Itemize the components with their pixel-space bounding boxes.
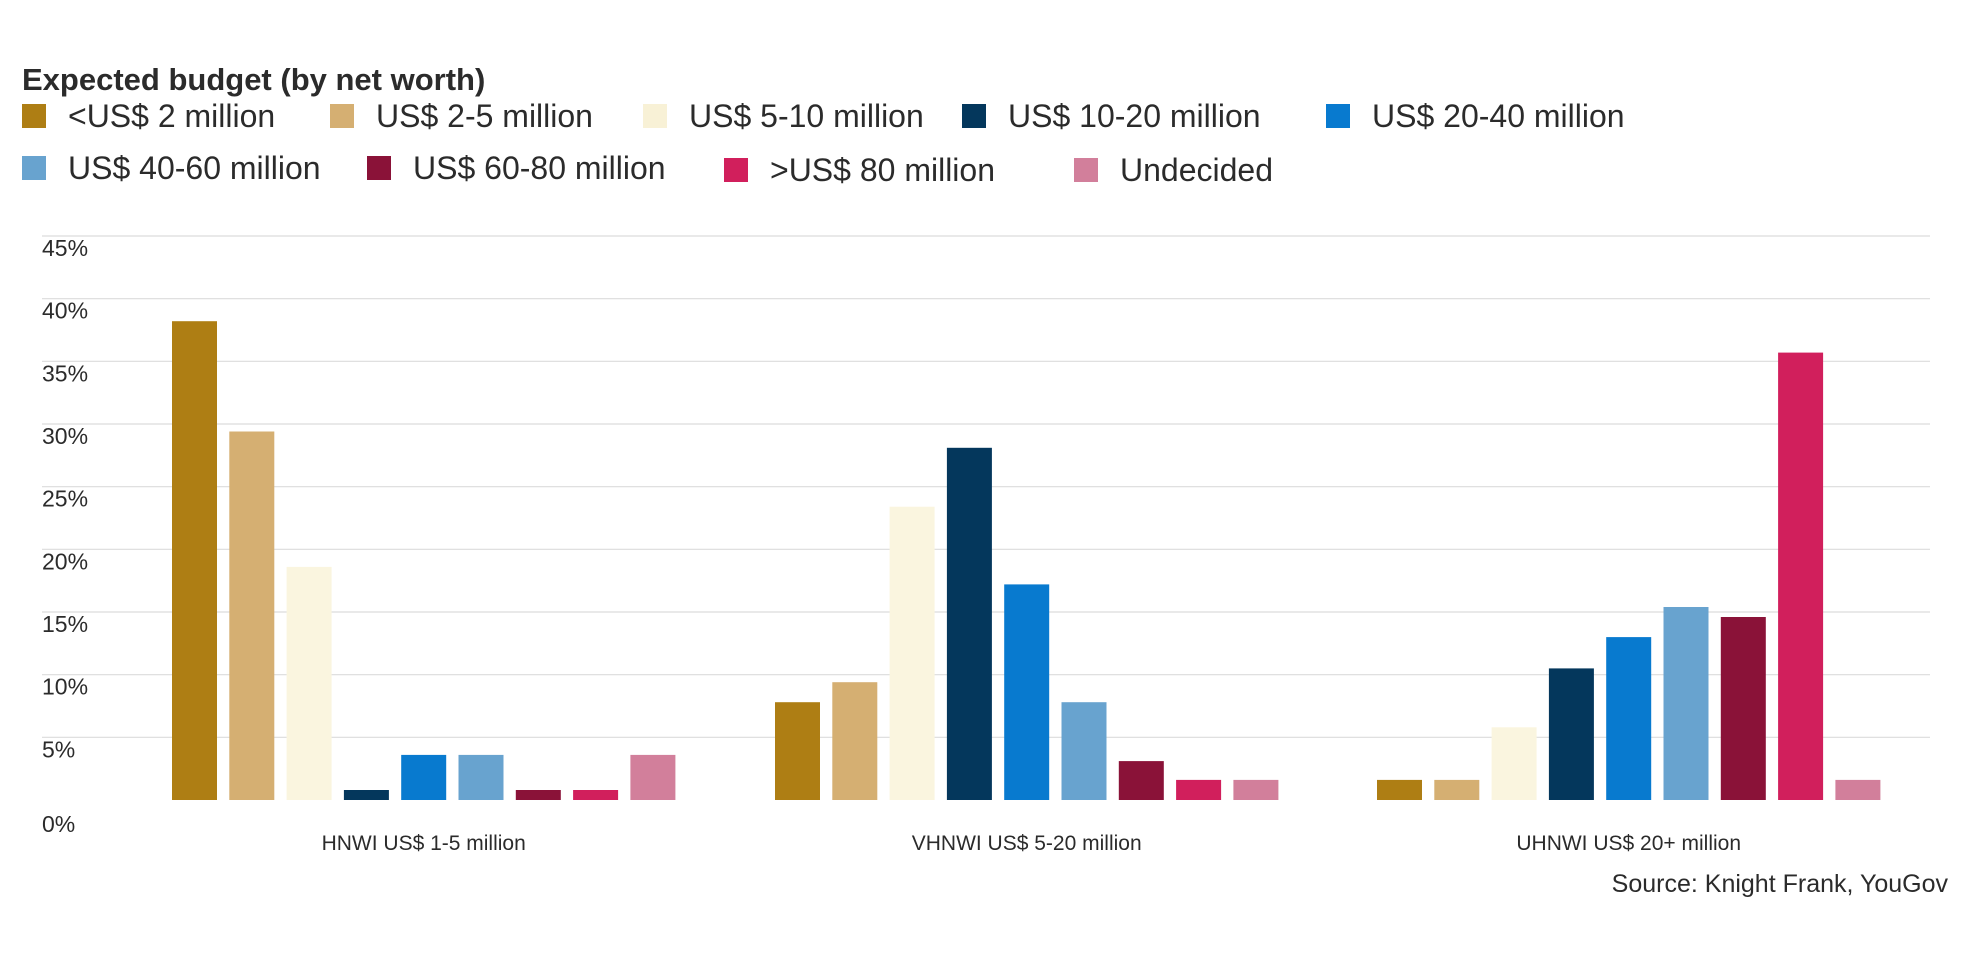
y-tick-label: 45%	[42, 235, 88, 261]
bar	[515, 790, 561, 800]
bar	[1606, 637, 1652, 800]
legend-label: US$ 20-40 million	[1372, 97, 1625, 134]
bar	[889, 506, 935, 800]
y-tick-label: 35%	[42, 360, 88, 386]
legend-item: US$ 40-60 million	[22, 148, 321, 188]
bar	[573, 790, 619, 800]
bar	[1720, 617, 1766, 800]
bar	[458, 754, 504, 800]
bar	[832, 682, 878, 800]
legend-label: US$ 2-5 million	[376, 97, 593, 134]
y-tick-label: 5%	[42, 736, 75, 762]
x-category-label: VHNWI US$ 5-20 million	[912, 832, 1142, 855]
legend-item: Undecided	[1074, 150, 1273, 190]
bar	[1663, 607, 1709, 800]
legend-swatch	[724, 158, 748, 182]
bar	[775, 702, 820, 800]
bar	[1176, 779, 1222, 800]
legend-item: >US$ 80 million	[724, 150, 995, 190]
y-tick-label: 20%	[42, 548, 88, 574]
bar	[1061, 702, 1107, 800]
bar	[1233, 779, 1279, 800]
bar	[1778, 352, 1824, 800]
legend: <US$ 2 million US$ 2-5 million US$ 5-10 mi…	[0, 0, 1970, 220]
bar	[1377, 779, 1422, 800]
bar	[286, 566, 332, 800]
legend-label: >US$ 80 million	[770, 151, 995, 188]
legend-label: <US$ 2 million	[68, 97, 276, 134]
bar	[229, 431, 275, 800]
legend-swatch	[643, 104, 667, 128]
legend-label: US$ 5-10 million	[689, 97, 924, 134]
x-category-label: UHNWI US$ 20+ million	[1516, 832, 1741, 855]
legend-swatch	[962, 104, 986, 128]
legend-swatch	[330, 104, 354, 128]
bar	[1548, 668, 1594, 800]
bar	[1491, 727, 1537, 800]
y-tick-label: 10%	[42, 674, 88, 700]
legend-label: US$ 40-60 million	[68, 149, 321, 186]
legend-swatch	[1326, 104, 1350, 128]
legend-item: US$ 20-40 million	[1326, 96, 1625, 136]
legend-item: US$ 60-80 million	[367, 148, 666, 188]
legend-label: US$ 60-80 million	[413, 149, 666, 186]
legend-item: US$ 10-20 million	[962, 96, 1261, 136]
legend-item: <US$ 2 million	[22, 96, 275, 136]
legend-swatch	[367, 156, 391, 180]
source-note: Source: Knight Frank, YouGov	[1611, 870, 1948, 898]
legend-swatch	[22, 104, 46, 128]
y-tick-label: 15%	[42, 611, 88, 637]
bar	[401, 754, 447, 800]
legend-swatch	[1074, 158, 1098, 182]
bar	[1434, 779, 1480, 800]
y-tick-label: 40%	[42, 298, 88, 324]
legend-item: US$ 2-5 million	[330, 96, 593, 136]
y-tick-label: 0%	[42, 811, 75, 837]
bar	[1118, 761, 1164, 800]
legend-label: US$ 10-20 million	[1008, 97, 1261, 134]
legend-label: Undecided	[1120, 151, 1273, 188]
y-tick-label: 30%	[42, 423, 88, 449]
bar	[1835, 779, 1881, 800]
legend-swatch	[22, 156, 46, 180]
bar	[1004, 584, 1050, 800]
chart-title: Expected budget (by net worth)	[22, 62, 486, 97]
bar	[172, 321, 217, 800]
x-category-label: HNWI US$ 1-5 million	[322, 832, 526, 855]
bar	[630, 754, 676, 800]
y-tick-label: 25%	[42, 486, 88, 512]
bar	[343, 790, 389, 800]
bar	[946, 447, 992, 800]
legend-item: US$ 5-10 million	[643, 96, 924, 136]
